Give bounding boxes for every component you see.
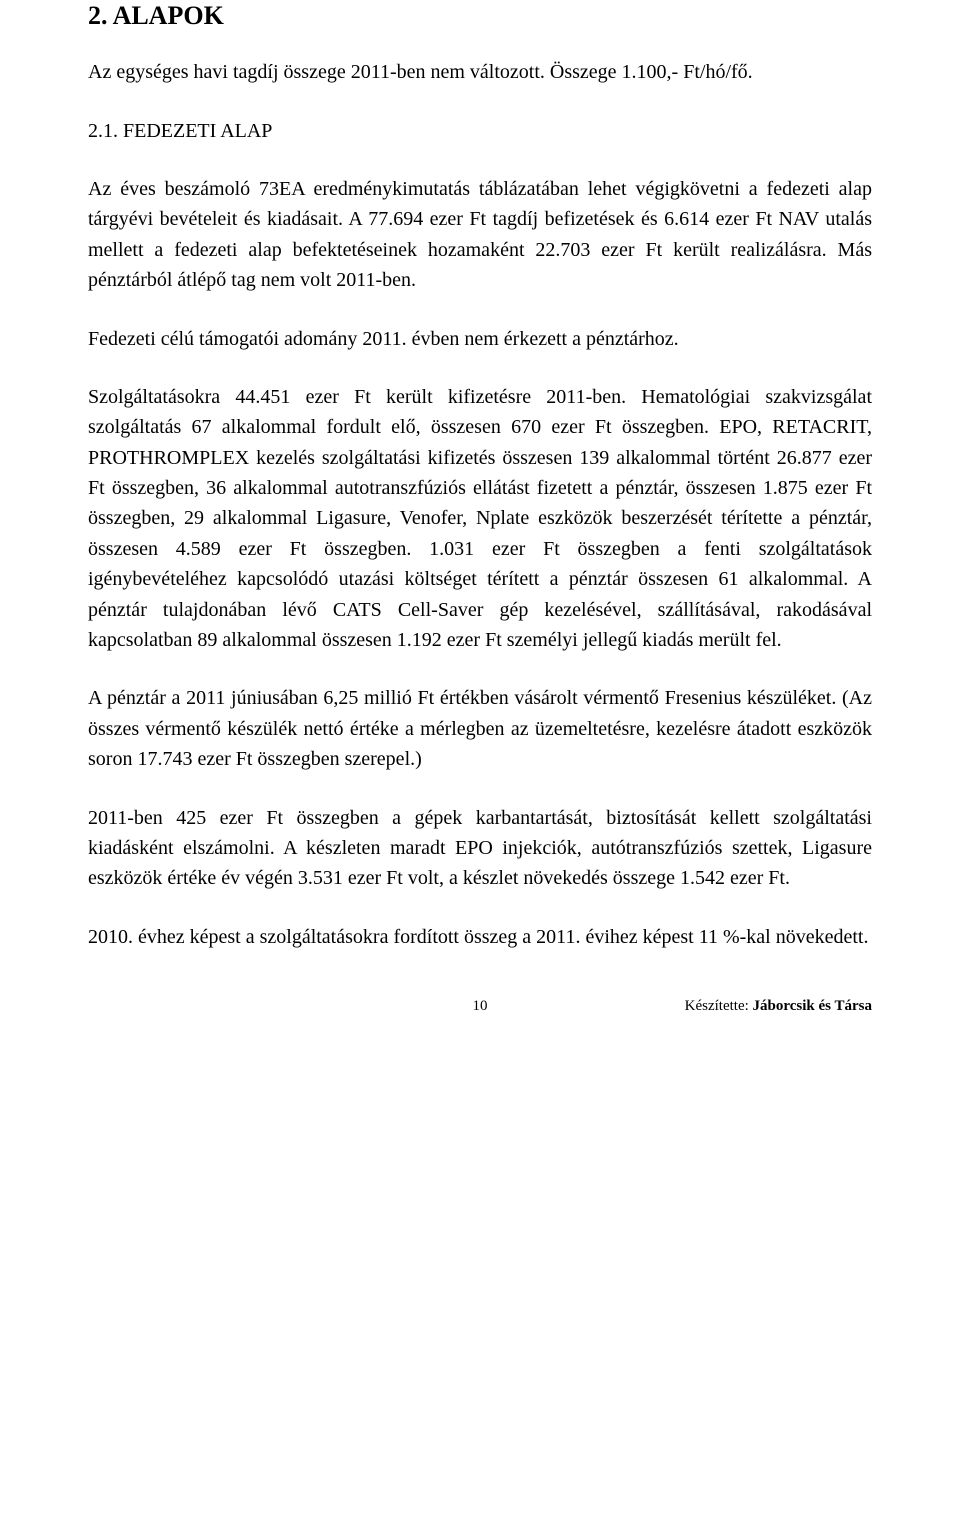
page-number: 10 (473, 995, 488, 1018)
body-paragraph: 2011-ben 425 ezer Ft összegben a gépek k… (88, 803, 872, 894)
footer-credit: Készítette: Jáborcsik és Társa (685, 995, 872, 1018)
body-paragraph: A pénztár a 2011 júniusában 6,25 millió … (88, 683, 872, 774)
credit-label: Készítette: (685, 998, 753, 1014)
subsection-heading: 2.1. FEDEZETI ALAP (88, 116, 872, 146)
section-heading: 2. ALAPOK (88, 0, 872, 31)
body-paragraph: Az éves beszámoló 73EA eredménykimutatás… (88, 174, 872, 296)
body-paragraph: Szolgáltatásokra 44.451 ezer Ft került k… (88, 382, 872, 656)
intro-paragraph: Az egységes havi tagdíj összege 2011-ben… (88, 57, 872, 87)
body-paragraph: 2010. évhez képest a szolgáltatásokra fo… (88, 922, 872, 952)
page-footer: 10 Készítette: Jáborcsik és Társa (88, 998, 872, 1018)
credit-name: Jáborcsik és Társa (753, 998, 872, 1014)
body-paragraph: Fedezeti célú támogatói adomány 2011. év… (88, 324, 872, 354)
